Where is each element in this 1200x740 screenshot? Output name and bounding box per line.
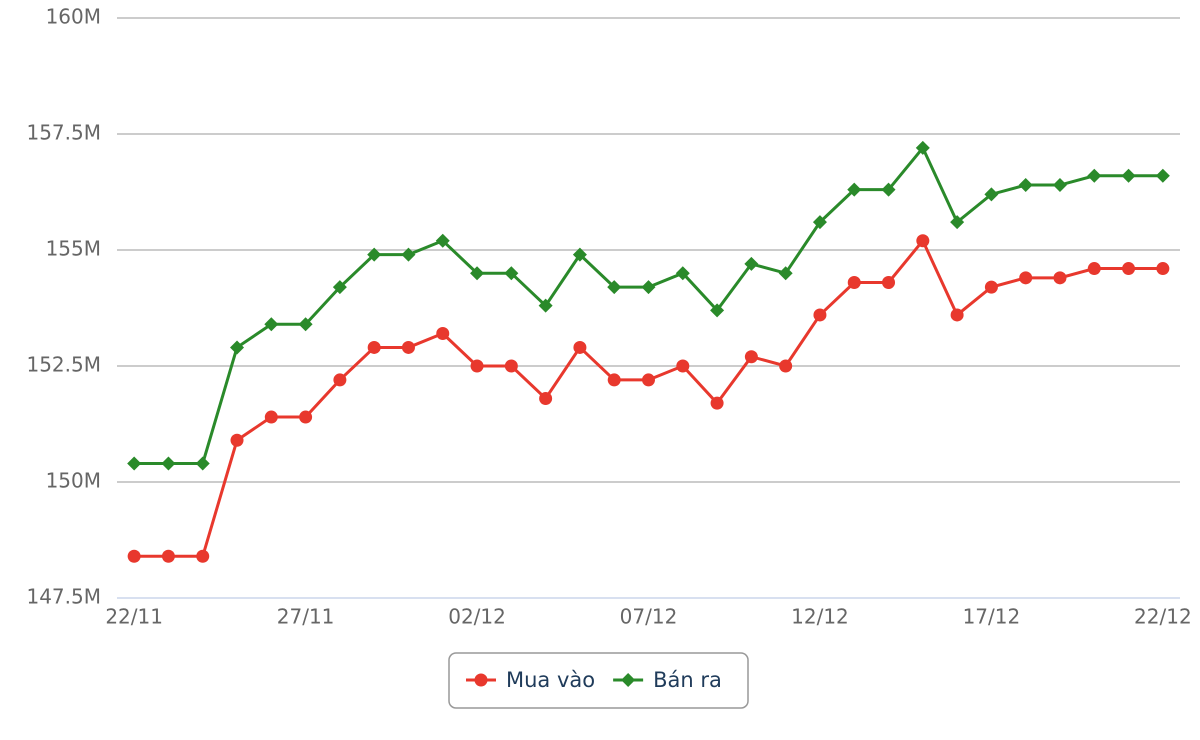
point [332,280,347,295]
point [504,359,518,373]
point [984,187,999,202]
point [1122,262,1136,276]
point [950,215,965,230]
point [195,456,210,471]
point [744,350,758,364]
point [847,182,862,197]
point [1087,262,1101,276]
point [436,327,450,341]
point [573,340,587,354]
point [470,359,484,373]
x-tick-label: 22/11 [105,605,163,629]
point [401,247,416,262]
point [572,247,587,262]
x-tick-label: 07/12 [620,605,678,629]
point [642,373,655,387]
point [127,456,142,471]
point [984,280,998,294]
y-tick-label: 147.5M [26,585,101,609]
point [1019,271,1033,285]
point [264,317,279,332]
point [230,340,245,355]
point [401,340,415,354]
y-tick-label: 150M [46,469,101,493]
legend-box [448,652,749,709]
point [812,215,827,230]
point [915,140,930,155]
x-tick-label: 17/12 [963,605,1021,629]
point [470,266,485,281]
point [847,275,861,289]
x-tick-label: 12/12 [791,605,849,629]
point [367,247,382,262]
point [1087,168,1102,183]
point [264,410,278,424]
point [744,256,759,271]
point [813,308,827,322]
point [367,340,381,354]
point [881,182,896,197]
x-tick-label: 27/11 [277,605,335,629]
point [161,549,175,563]
point [435,233,450,248]
y-tick-label: 152.5M [26,353,101,377]
point [196,549,210,563]
point [161,456,176,471]
point [1121,168,1136,183]
point [1018,178,1033,193]
point [675,266,690,281]
point [127,549,141,563]
point [474,673,488,687]
x-tick-label: 02/12 [448,605,506,629]
point [621,673,636,687]
point [298,317,313,332]
point [539,391,553,405]
legend-label: Mua vào [506,668,595,692]
point [710,396,724,410]
point [641,280,656,295]
point [916,234,930,248]
point [710,303,725,318]
legend-label: Bán ra [653,668,722,692]
point [1155,168,1170,183]
y-tick-label: 157.5M [26,121,101,145]
y-tick-label: 160M [46,5,101,29]
point [538,298,553,313]
point [676,359,690,373]
point [607,280,622,295]
point [778,266,793,281]
x-tick-label: 22/12 [1134,605,1192,629]
point [299,410,313,424]
point [1053,271,1067,285]
point [779,359,793,373]
point [333,373,347,387]
point [504,266,519,281]
point [1156,262,1170,276]
point [882,275,896,289]
y-tick-label: 155M [46,237,101,261]
point [607,373,621,387]
point [1052,178,1067,193]
point [950,308,964,322]
point [230,433,244,447]
